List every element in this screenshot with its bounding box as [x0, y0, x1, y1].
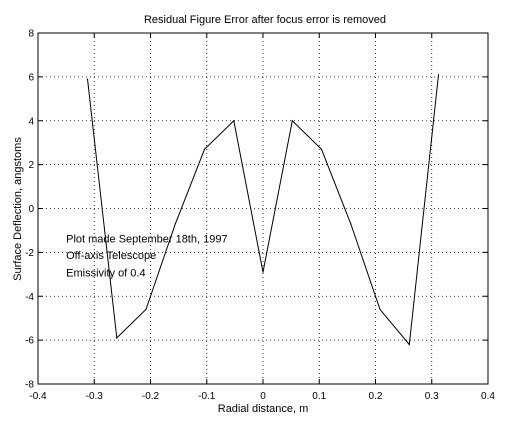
data-point [350, 223, 352, 225]
x-tick-label: 0.2 [369, 391, 383, 402]
axis-ticks [37, 32, 489, 385]
y-tick-label: -4 [25, 292, 34, 303]
data-point [262, 271, 264, 273]
y-tick-label: 4 [28, 116, 34, 127]
data-point [379, 308, 381, 311]
x-tick-label: -0.3 [86, 391, 104, 402]
x-tick-label: 0.4 [481, 391, 495, 402]
annotation-text: Plot made September 18th, 1997 [66, 234, 227, 246]
y-tick-label: 0 [28, 204, 34, 215]
annotation-text: Emissivity of 0.4 [66, 268, 145, 280]
x-tick-label: 0.1 [312, 391, 326, 402]
y-axis-label: Surface Deflection, angstoms [12, 137, 24, 281]
y-tick-label: 2 [28, 160, 34, 171]
data-point [408, 343, 410, 346]
data-point [174, 223, 176, 225]
x-tick-label: -0.4 [29, 391, 47, 402]
annotations: Plot made September 18th, 1997 Off-axis T… [66, 234, 227, 280]
data-point [203, 148, 206, 150]
y-tick-label: -2 [25, 248, 34, 259]
series-points [86, 74, 440, 346]
y-tick-label: 6 [28, 72, 34, 83]
data-point [291, 120, 293, 122]
x-axis-label: Radial distance, m [218, 403, 309, 415]
x-tick-label: -0.1 [198, 391, 216, 402]
x-tick-label: -0.2 [142, 391, 160, 402]
data-point [320, 148, 323, 150]
data-point [116, 337, 118, 339]
data-point [145, 308, 147, 311]
grid [38, 33, 488, 384]
y-tick-label: -6 [25, 336, 34, 347]
x-tick-label: 0 [260, 391, 266, 402]
y-tick-label: -8 [25, 380, 34, 391]
annotation-text: Off-axis Telescope [66, 250, 156, 262]
data-point [437, 74, 440, 76]
y-tick-label: 8 [28, 29, 34, 40]
data-point [233, 120, 235, 122]
y-tick-labels: -8 -6 -4 -2 0 2 4 6 8 [25, 29, 34, 391]
x-tick-label: 0.3 [425, 391, 439, 402]
data-point [86, 78, 89, 80]
chart-title: Residual Figure Error after focus error … [144, 14, 386, 26]
x-tick-labels: -0.4 -0.3 -0.2 -0.1 0 0.1 0.2 0.3 0.4 [29, 391, 495, 402]
